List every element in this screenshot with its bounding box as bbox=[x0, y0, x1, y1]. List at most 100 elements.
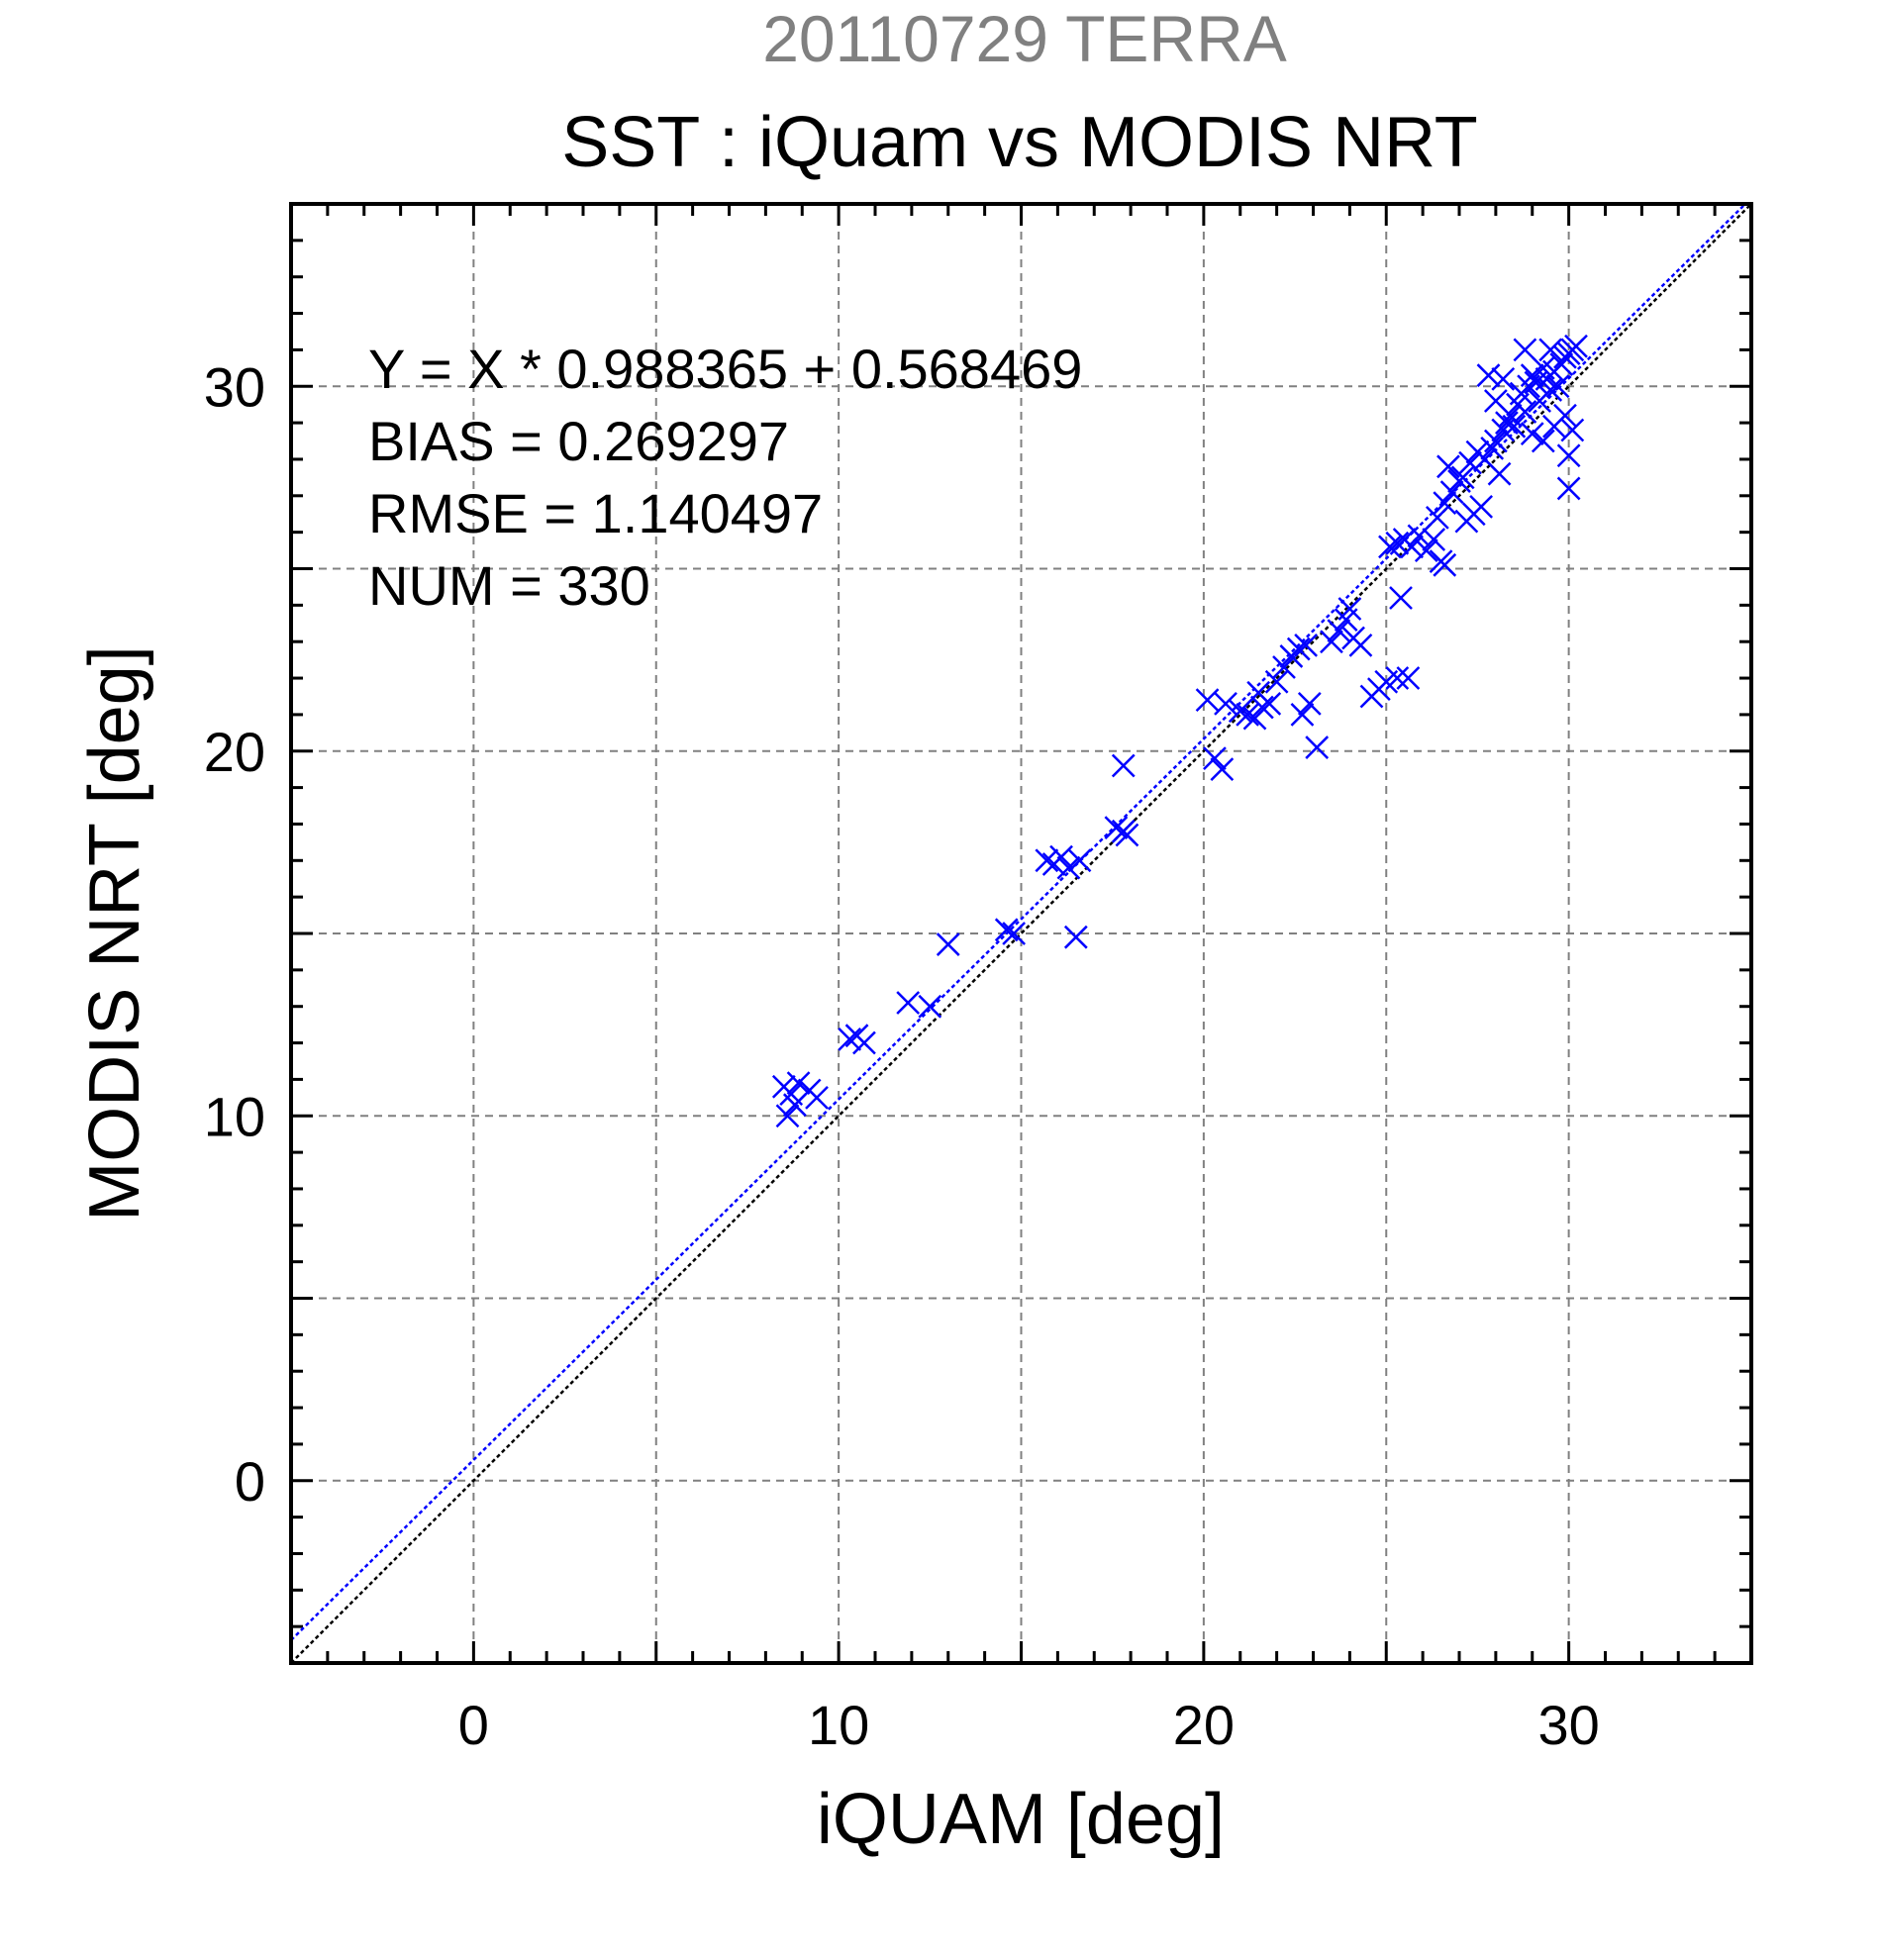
data-point-stroke bbox=[936, 932, 960, 956]
data-point bbox=[838, 1027, 862, 1051]
data-point-stroke bbox=[1400, 535, 1424, 559]
plot-area-frame bbox=[289, 202, 1753, 1665]
data-point bbox=[1049, 844, 1073, 869]
data-point bbox=[1549, 352, 1574, 377]
data-point-stroke bbox=[1056, 855, 1081, 880]
data-point-stroke bbox=[1389, 586, 1413, 610]
data-point-stroke bbox=[805, 1085, 829, 1110]
data-point-stroke bbox=[1115, 823, 1139, 847]
data-point bbox=[1111, 753, 1136, 778]
data-point-stroke bbox=[1104, 816, 1129, 840]
data-point-stroke bbox=[1111, 753, 1136, 778]
data-point bbox=[1487, 461, 1512, 486]
data-point bbox=[1556, 443, 1581, 468]
data-point-stroke bbox=[1472, 447, 1497, 471]
data-point bbox=[1228, 699, 1252, 724]
data-point bbox=[1035, 848, 1059, 873]
data-point-stroke bbox=[1002, 922, 1027, 945]
data-point bbox=[1556, 476, 1581, 501]
data-point bbox=[1476, 363, 1501, 388]
data-point-stroke bbox=[1436, 454, 1460, 479]
data-point-stroke bbox=[1063, 925, 1088, 949]
data-point-stroke bbox=[1469, 494, 1494, 519]
data-point-stroke bbox=[1564, 334, 1588, 358]
x-tick-label: 20 bbox=[1173, 1694, 1235, 1756]
data-point-stroke bbox=[1553, 403, 1577, 428]
data-point-stroke bbox=[1480, 437, 1505, 460]
data-point bbox=[1320, 630, 1343, 654]
data-point-stroke bbox=[994, 918, 1019, 942]
data-point bbox=[1203, 746, 1227, 771]
data-point bbox=[1104, 816, 1129, 840]
data-point bbox=[1560, 418, 1585, 442]
tick-labels: 0 10 20 30 0 10 20 30 bbox=[204, 355, 1600, 1756]
data-point-stroke bbox=[1491, 366, 1516, 391]
data-point-stroke bbox=[1249, 695, 1274, 720]
data-point bbox=[936, 932, 960, 956]
data-point bbox=[1348, 634, 1373, 657]
data-point-stroke bbox=[1483, 389, 1508, 413]
stats-annotation: Y = X * 0.988365 + 0.568469 BIAS = 0.2692… bbox=[368, 338, 1082, 617]
data-point-stroke bbox=[1433, 552, 1457, 577]
data-point-stroke bbox=[1487, 461, 1512, 486]
chart-supertitle: 20110729 TERRA bbox=[762, 2, 1287, 75]
data-point-stroke bbox=[1513, 400, 1537, 424]
data-point-stroke bbox=[1545, 374, 1570, 399]
data-point-stroke bbox=[1236, 703, 1260, 727]
data-point bbox=[1483, 429, 1508, 453]
data-point-stroke bbox=[775, 1104, 800, 1128]
data-point bbox=[805, 1085, 829, 1110]
data-point bbox=[1564, 334, 1588, 358]
data-point bbox=[1056, 855, 1081, 880]
data-point bbox=[1538, 378, 1563, 402]
data-point-stroke bbox=[1305, 735, 1330, 759]
data-point bbox=[1063, 925, 1088, 949]
data-point-stroke bbox=[896, 991, 921, 1015]
data-point-stroke bbox=[1297, 691, 1322, 716]
data-point bbox=[1450, 465, 1475, 490]
data-point bbox=[1433, 491, 1457, 516]
data-point-stroke bbox=[1538, 378, 1563, 402]
data-point-stroke bbox=[1531, 355, 1555, 380]
data-point-stroke bbox=[1320, 630, 1343, 654]
data-point bbox=[1491, 366, 1516, 391]
data-point-stroke bbox=[1531, 429, 1555, 453]
data-point-stroke bbox=[1425, 506, 1449, 530]
data-point-stroke bbox=[1560, 418, 1585, 442]
data-point bbox=[1297, 691, 1322, 716]
data-point bbox=[1236, 703, 1260, 727]
data-point-stroke bbox=[1195, 688, 1220, 713]
data-point-stroke bbox=[1556, 476, 1581, 501]
data-point-stroke bbox=[1498, 403, 1523, 428]
data-point bbox=[1425, 506, 1449, 530]
y-tick-label: 30 bbox=[204, 355, 265, 418]
data-point bbox=[786, 1071, 811, 1095]
data-point bbox=[852, 1030, 876, 1055]
data-point bbox=[1385, 666, 1410, 690]
data-point-stroke bbox=[779, 1082, 804, 1107]
stats-line: BIAS = 0.269297 bbox=[368, 410, 789, 472]
data-point-stroke bbox=[1035, 848, 1059, 873]
data-point bbox=[1436, 454, 1460, 479]
data-point-stroke bbox=[852, 1030, 876, 1055]
data-point-stroke bbox=[1067, 848, 1092, 873]
data-point bbox=[1538, 338, 1563, 362]
data-point-stroke bbox=[1450, 465, 1475, 490]
data-point bbox=[1115, 823, 1139, 847]
stats-line: Y = X * 0.988365 + 0.568469 bbox=[368, 338, 1082, 400]
y-tick-label: 0 bbox=[235, 1450, 265, 1513]
data-point bbox=[918, 994, 942, 1019]
data-point bbox=[1531, 429, 1555, 453]
data-point-stroke bbox=[1214, 691, 1238, 716]
data-point-stroke bbox=[1246, 680, 1271, 705]
data-point-stroke bbox=[1378, 535, 1402, 559]
data-point-stroke bbox=[1433, 491, 1457, 516]
fit-line bbox=[291, 204, 1747, 1641]
data-point-stroke bbox=[1337, 597, 1362, 621]
data-point bbox=[1002, 922, 1027, 945]
one-to-one-line bbox=[291, 204, 1751, 1663]
data-point-stroke bbox=[1422, 528, 1446, 551]
data-point-stroke bbox=[1264, 669, 1289, 694]
data-point-stroke bbox=[1520, 422, 1544, 446]
